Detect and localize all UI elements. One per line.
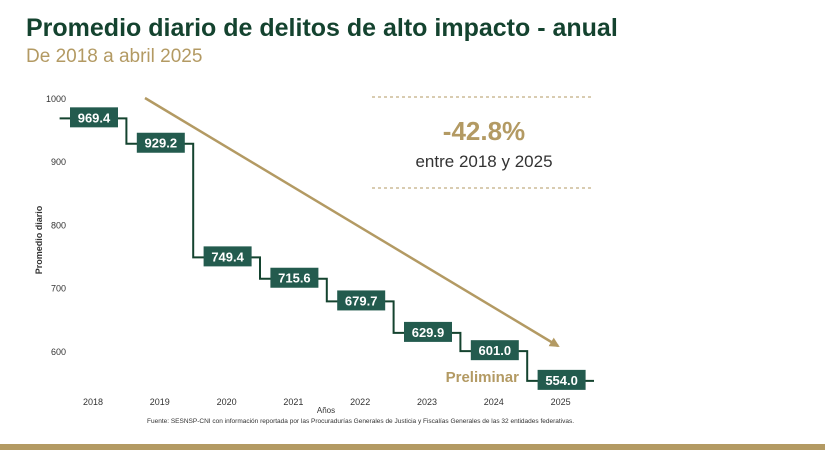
annotation-percent: -42.8% <box>443 116 525 146</box>
value-label-text: 749.4 <box>211 249 244 264</box>
value-label-text: 601.0 <box>479 343 512 358</box>
value-labels: 969.4 929.2 749.4 715.6 679.7 629.9 601.0 554.0 <box>70 107 586 390</box>
value-label-box <box>537 369 586 390</box>
value-label: 969.4 <box>70 107 118 128</box>
y-axis: 600 700 800 900 1000 <box>46 94 66 357</box>
x-tick-label: 2024 <box>484 397 504 407</box>
value-label-text: 969.4 <box>78 110 111 125</box>
page-subtitle: De 2018 a abril 2025 <box>26 46 203 67</box>
x-tick-label: 2018 <box>83 397 103 407</box>
x-tick-label: 2025 <box>551 397 571 407</box>
value-label: 715.6 <box>270 267 319 288</box>
source-note: Fuente: SESNSP-CNI con información repor… <box>147 418 575 425</box>
x-tick-label: 2022 <box>350 397 370 407</box>
x-tick-label: 2021 <box>283 397 303 407</box>
x-tick-label: 2023 <box>417 397 437 407</box>
value-label: 554.0 <box>537 369 586 390</box>
x-axis: 2018 2019 2020 2021 2022 2023 2024 2025 <box>83 397 571 407</box>
preliminar-tag: Preliminar <box>446 369 520 386</box>
value-label: 679.7 <box>337 290 386 311</box>
y-tick-label: 900 <box>51 157 66 167</box>
value-label-text: 554.0 <box>545 373 578 388</box>
value-label-text: 629.9 <box>412 325 445 340</box>
value-label: 601.0 <box>470 340 519 361</box>
value-label: 929.2 <box>136 132 185 153</box>
x-axis-label: Años <box>317 406 335 415</box>
y-tick-label: 600 <box>51 347 66 357</box>
y-axis-label: Promedio diario <box>34 205 44 274</box>
value-label: 629.9 <box>404 321 452 342</box>
value-label-text: 929.2 <box>145 136 178 151</box>
trend-arrow <box>144 96 560 348</box>
x-tick-label: 2019 <box>150 397 170 407</box>
y-tick-label: 800 <box>51 220 66 230</box>
y-tick-label: 700 <box>51 284 66 294</box>
value-label-text: 679.7 <box>345 293 378 308</box>
footer-bar <box>0 444 825 450</box>
page-title: Promedio diario de delitos de alto impac… <box>26 14 618 42</box>
value-label-box <box>70 107 118 128</box>
x-tick-label: 2020 <box>217 397 237 407</box>
annotation-text: entre 2018 y 2025 <box>415 152 552 171</box>
y-tick-label: 1000 <box>46 94 66 104</box>
value-label-box <box>470 340 519 361</box>
value-label-box <box>404 321 452 342</box>
value-label-box <box>136 132 185 153</box>
value-label-text: 715.6 <box>278 271 311 286</box>
value-label-box <box>337 290 386 311</box>
value-label-box <box>270 267 319 288</box>
value-label: 749.4 <box>203 246 252 267</box>
value-label-box <box>203 246 252 267</box>
